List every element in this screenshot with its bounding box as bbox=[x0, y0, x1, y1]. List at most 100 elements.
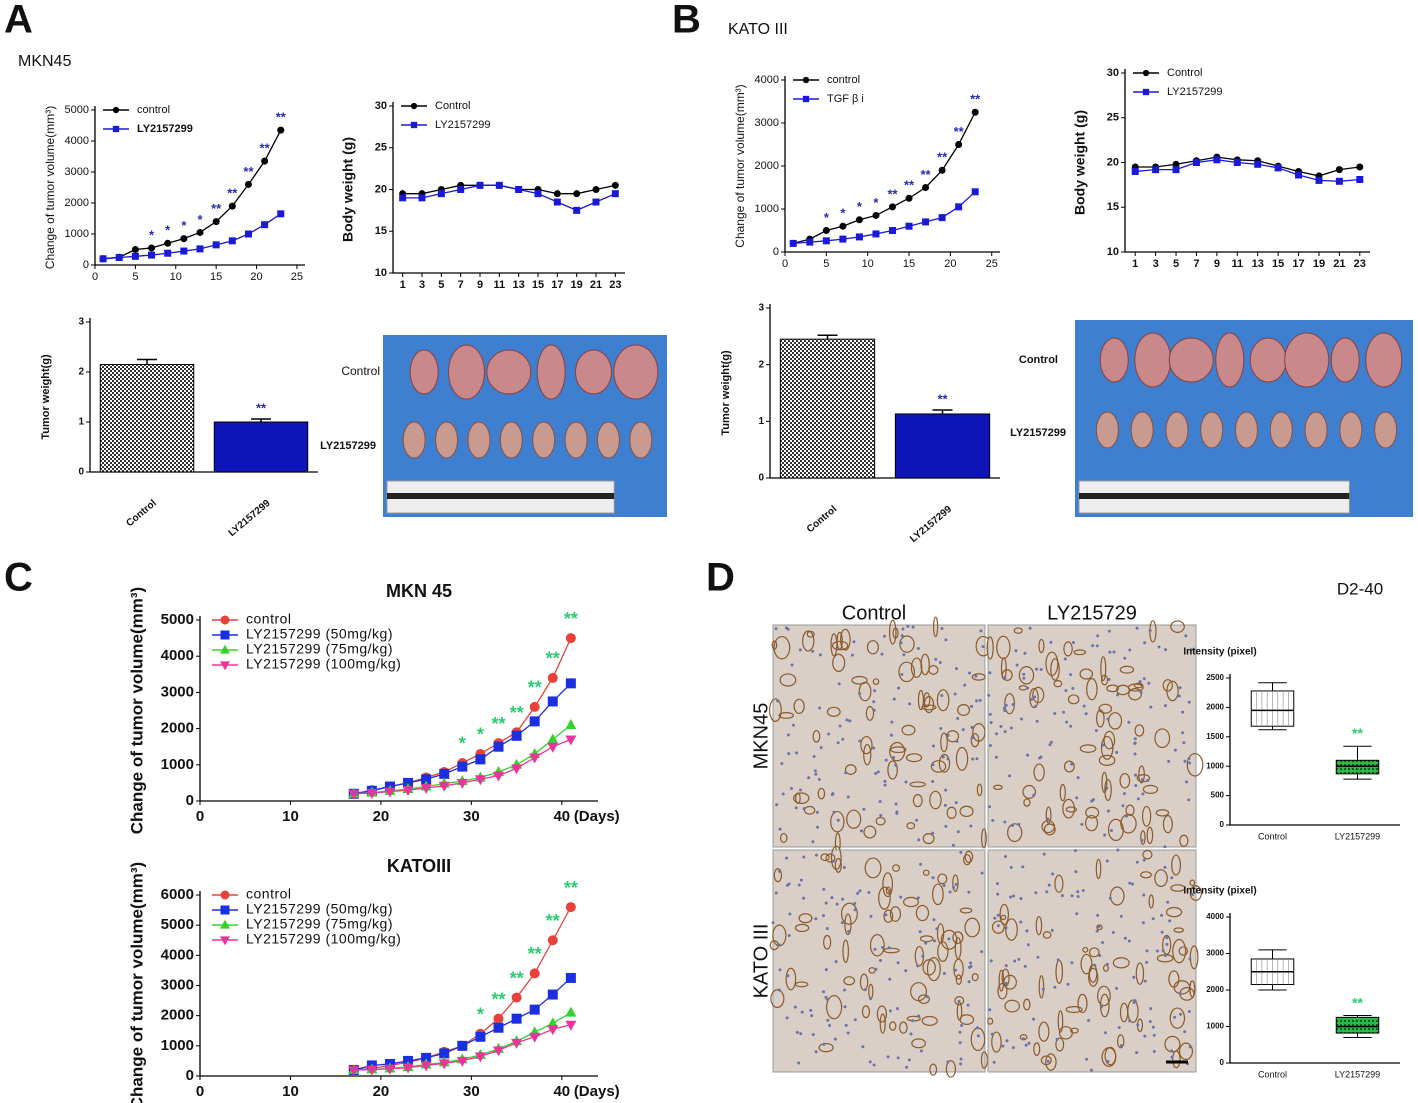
nucleus bbox=[1187, 700, 1191, 704]
nucleus bbox=[905, 1065, 909, 1069]
y-tick-label: 5000 bbox=[161, 611, 194, 628]
tumor bbox=[1284, 332, 1330, 388]
data-point bbox=[131, 246, 139, 253]
data-point bbox=[905, 222, 913, 230]
nucleus bbox=[1130, 882, 1134, 886]
nucleus bbox=[830, 793, 834, 797]
x-tick-label: Control bbox=[1258, 1069, 1287, 1079]
vessel bbox=[883, 947, 900, 954]
data-point bbox=[180, 247, 188, 255]
nucleus bbox=[872, 708, 876, 712]
nucleus bbox=[1062, 710, 1066, 714]
nucleus bbox=[1121, 804, 1125, 808]
data-point bbox=[384, 1064, 396, 1075]
nucleus bbox=[993, 916, 997, 920]
nucleus bbox=[896, 961, 900, 965]
legend-marker bbox=[410, 121, 418, 129]
data-point bbox=[971, 108, 979, 116]
vessel bbox=[803, 805, 816, 815]
box bbox=[1335, 1016, 1380, 1034]
whisker bbox=[1258, 682, 1287, 731]
vessel bbox=[887, 760, 898, 780]
nucleus bbox=[1145, 960, 1149, 964]
nucleus bbox=[1090, 799, 1094, 803]
nucleus bbox=[1017, 822, 1021, 826]
nucleus bbox=[844, 771, 848, 775]
vessel bbox=[986, 636, 994, 660]
legend-marker bbox=[1142, 88, 1150, 96]
vessel bbox=[843, 976, 856, 986]
nucleus bbox=[932, 918, 936, 922]
vessel bbox=[1097, 985, 1111, 1007]
nucleus bbox=[1152, 1033, 1156, 1037]
nucleus bbox=[975, 1026, 979, 1030]
nucleus bbox=[831, 859, 835, 863]
data-point bbox=[277, 210, 285, 218]
y-axis-label: Change of tumor volume(mm³) bbox=[127, 587, 146, 834]
vessel bbox=[875, 816, 886, 826]
vessel bbox=[1162, 679, 1173, 692]
nucleus bbox=[1049, 740, 1053, 744]
nucleus bbox=[833, 1037, 837, 1041]
vessel bbox=[1045, 1053, 1057, 1071]
vessel bbox=[820, 853, 830, 862]
nucleus bbox=[1123, 936, 1127, 940]
data-point bbox=[565, 902, 576, 913]
nucleus bbox=[988, 805, 992, 809]
vessel bbox=[1178, 946, 1189, 956]
tumor bbox=[1099, 337, 1129, 383]
vessel bbox=[798, 913, 813, 924]
nucleus bbox=[1001, 1044, 1005, 1048]
x-tick-label: Control bbox=[805, 504, 839, 535]
nucleus bbox=[988, 712, 992, 716]
vessel bbox=[1104, 1046, 1117, 1066]
vessel bbox=[909, 781, 926, 788]
data-point bbox=[148, 244, 156, 252]
nucleus bbox=[1133, 741, 1137, 745]
vessel bbox=[769, 698, 782, 722]
y-axis-label: Intensity (pixel) bbox=[1183, 647, 1256, 658]
vessel bbox=[863, 825, 877, 839]
nucleus bbox=[1008, 774, 1012, 778]
nucleus bbox=[836, 741, 840, 745]
data-point bbox=[439, 1048, 450, 1059]
vessel bbox=[954, 996, 965, 1006]
nucleus bbox=[1081, 889, 1085, 893]
data-point bbox=[438, 781, 450, 792]
nucleus bbox=[1013, 959, 1017, 963]
nucleus bbox=[1127, 720, 1131, 724]
nucleus bbox=[813, 769, 817, 773]
vessel bbox=[1065, 1005, 1083, 1014]
nucleus bbox=[995, 732, 999, 736]
nucleus bbox=[911, 625, 915, 629]
significance-label: ** bbox=[546, 649, 560, 669]
data-point bbox=[573, 190, 581, 198]
vessel bbox=[938, 753, 951, 773]
tumor bbox=[1095, 411, 1119, 449]
nucleus bbox=[1116, 693, 1120, 697]
nucleus bbox=[1142, 893, 1146, 897]
nucleus bbox=[1188, 1045, 1192, 1049]
nucleus bbox=[946, 757, 950, 761]
vessel bbox=[1067, 694, 1080, 705]
nucleus bbox=[1106, 717, 1110, 721]
ruler-band bbox=[1079, 493, 1350, 499]
data-point bbox=[1254, 160, 1262, 168]
nucleus bbox=[1046, 817, 1050, 821]
y-tick-label: 30 bbox=[1107, 67, 1119, 79]
vessel bbox=[885, 886, 891, 895]
data-point bbox=[1192, 159, 1200, 166]
column-label: Control bbox=[842, 602, 906, 624]
legend-marker bbox=[410, 102, 418, 110]
nucleus bbox=[1070, 894, 1074, 898]
nucleus bbox=[811, 649, 815, 653]
nucleus bbox=[940, 693, 944, 697]
nucleus bbox=[1160, 913, 1164, 917]
chart-title: MKN 45 bbox=[386, 581, 452, 601]
nucleus bbox=[1112, 650, 1116, 654]
nucleus bbox=[1029, 697, 1033, 701]
nucleus bbox=[1147, 681, 1151, 685]
nucleus bbox=[974, 674, 978, 678]
nucleus bbox=[901, 627, 905, 631]
nucleus bbox=[916, 646, 920, 650]
